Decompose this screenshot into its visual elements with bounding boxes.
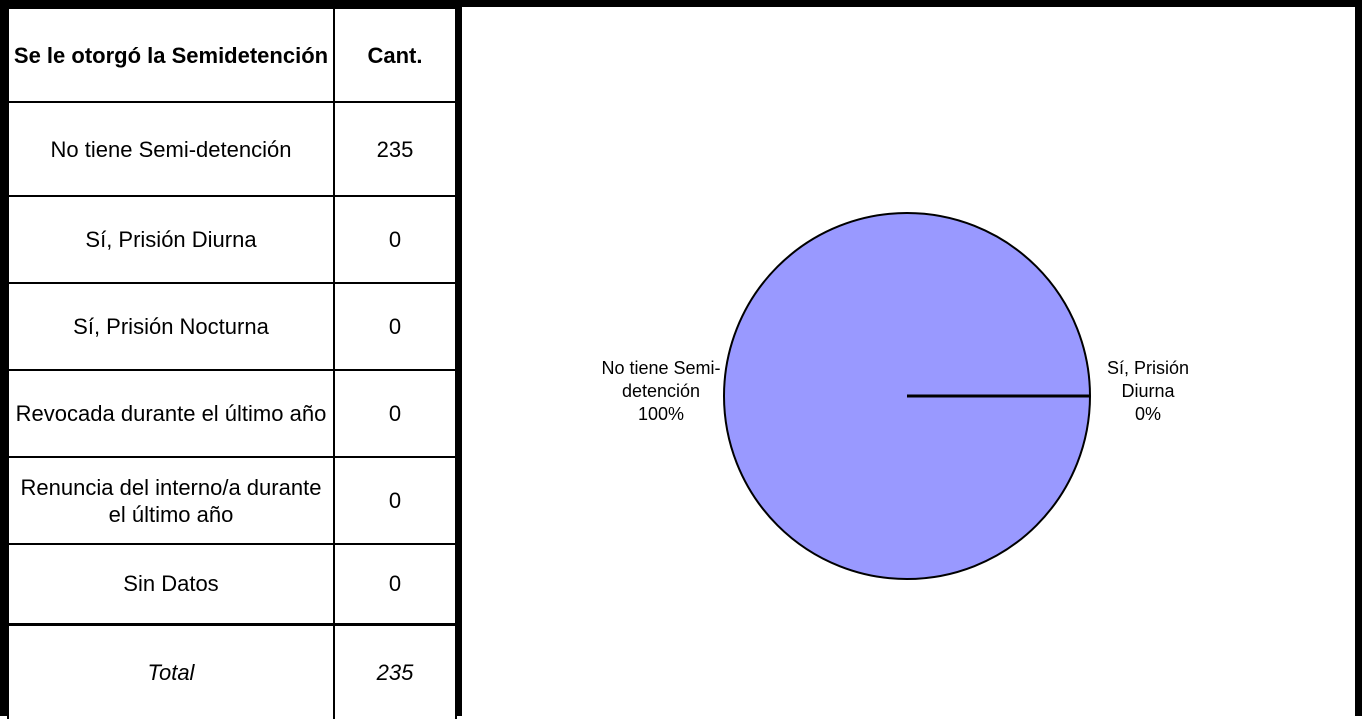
row-label: Sin Datos (7, 543, 335, 625)
row-value: 0 (333, 195, 457, 284)
header-count: Cant. (333, 7, 457, 103)
table-row: Sí, Prisión Nocturna 0 (7, 282, 457, 371)
pie-slices (723, 212, 1091, 580)
frame-separator (455, 0, 462, 716)
row-label: Revocada durante el último año (7, 369, 335, 458)
frame-border-right (1355, 0, 1362, 716)
pie-label-line: 100% (638, 404, 684, 424)
table-row: No tiene Semi-detención 235 (7, 101, 457, 197)
row-value: 0 (333, 456, 457, 545)
table-total-row: Total 235 (7, 622, 457, 719)
table-row: Sí, Prisión Diurna 0 (7, 195, 457, 284)
total-label: Total (7, 622, 335, 719)
pie-labels: No tiene Semi-detención 100% Sí, Prisión Di… (601, 358, 1189, 424)
semidetencion-table: Se le otorgó la Semidetención Cant. No t… (7, 7, 457, 719)
pie-label-line: 0% (1135, 404, 1161, 424)
table-header-row: Se le otorgó la Semidetención Cant. (7, 7, 457, 103)
row-value: 0 (333, 369, 457, 458)
pie-label-line: No tiene Semi- (601, 358, 720, 378)
pie-label-0: No tiene Semi-detención 100% (601, 358, 720, 424)
pie-label-line: Sí, Prisión (1107, 358, 1189, 378)
pie-label-1: Sí, Prisión Diurna 0% (1107, 358, 1189, 424)
row-label: Sí, Prisión Diurna (7, 195, 335, 284)
table-row: Renuncia del interno/a durante el último… (7, 456, 457, 545)
row-value: 0 (333, 282, 457, 371)
frame-border-left (0, 0, 7, 716)
table-row: Sin Datos 0 (7, 543, 457, 625)
row-label: No tiene Semi-detención (7, 101, 335, 197)
row-value: 0 (333, 543, 457, 625)
row-label: Renuncia del interno/a durante el último… (7, 456, 335, 545)
pie-chart: No tiene Semi-detención 100% Sí, Prisión Di… (601, 212, 1189, 580)
pie-label-line: detención (622, 381, 700, 401)
header-category: Se le otorgó la Semidetención (7, 7, 335, 103)
frame-border-top (0, 0, 1362, 7)
table-row: Revocada durante el último año 0 (7, 369, 457, 458)
row-label: Sí, Prisión Nocturna (7, 282, 335, 371)
pie-label-line: Diurna (1121, 381, 1175, 401)
total-value: 235 (333, 622, 457, 719)
row-value: 235 (333, 101, 457, 197)
